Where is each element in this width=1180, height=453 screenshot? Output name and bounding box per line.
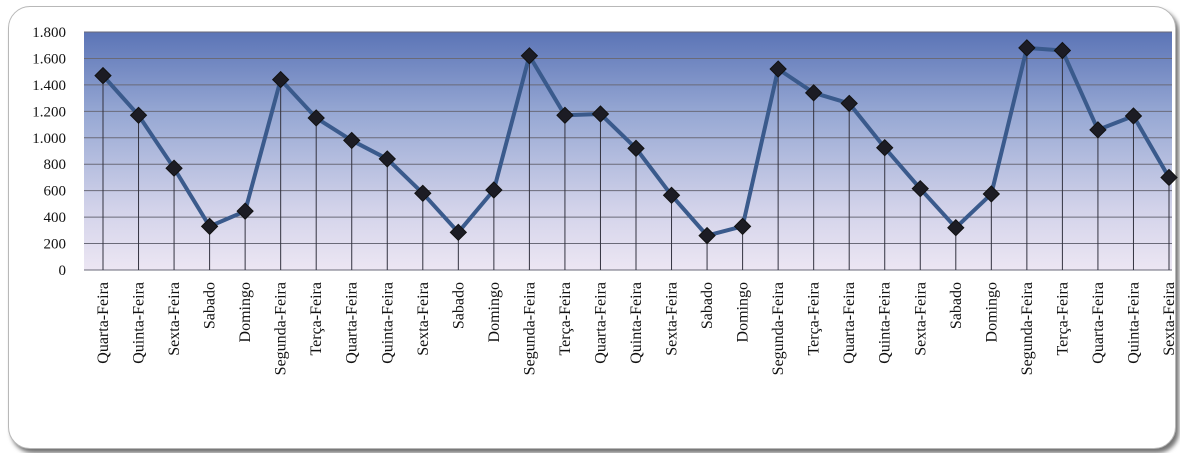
plot-area bbox=[84, 32, 1172, 270]
data-point-marker bbox=[591, 105, 610, 123]
y-tick-label: 0 bbox=[59, 263, 67, 279]
data-point-marker bbox=[947, 218, 965, 237]
x-tick-label: Quarta-Feira bbox=[344, 282, 361, 364]
y-tick-label: 1.600 bbox=[32, 51, 66, 67]
x-tick-label: Domingo bbox=[735, 282, 752, 342]
data-point-marker bbox=[982, 185, 1001, 203]
data-point-marker bbox=[414, 184, 432, 203]
x-tick-label: Quinta-Feira bbox=[1125, 282, 1142, 364]
x-axis: Quarta-Feira Quinta-Feira Sexta-Feira Sabad… bbox=[95, 282, 1178, 375]
data-point-marker bbox=[200, 217, 219, 236]
gridlines bbox=[84, 31, 1172, 271]
data-point-marker bbox=[556, 106, 574, 125]
x-tick-label: Domingo bbox=[237, 282, 254, 342]
x-tick-label: Quarta-Feira bbox=[592, 282, 609, 364]
series-line bbox=[94, 39, 1178, 245]
data-point-marker bbox=[165, 159, 183, 177]
data-point-marker bbox=[662, 186, 681, 205]
data-point-marker bbox=[236, 202, 254, 220]
x-tick-label: Segunda-Feira bbox=[770, 282, 787, 375]
x-tick-label: Segunda-Feira bbox=[521, 282, 538, 375]
x-tick-label: Quarta-Feira bbox=[841, 282, 858, 364]
y-tick-label: 200 bbox=[44, 237, 67, 253]
y-tick-label: 1.200 bbox=[32, 104, 66, 120]
x-tick-label: Sexta-Feira bbox=[912, 282, 929, 356]
data-point-marker bbox=[449, 223, 468, 242]
data-point-marker bbox=[520, 47, 539, 65]
y-tick-label: 1.000 bbox=[32, 131, 66, 147]
x-tick-label: Sexta-Feira bbox=[415, 282, 432, 356]
y-axis: 0 200 400 600 800 1.000 1.200 1.400 1.600 1.800 bbox=[32, 25, 66, 279]
y-tick-label: 1.800 bbox=[32, 25, 66, 41]
x-tick-label: Sabado bbox=[202, 282, 219, 329]
data-point-marker bbox=[307, 109, 325, 127]
y-tick-label: 800 bbox=[44, 157, 67, 173]
x-tick-label: Sexta-Feira bbox=[664, 282, 681, 356]
x-tick-label: Domingo bbox=[486, 282, 503, 342]
data-point-marker bbox=[840, 94, 858, 113]
data-point-marker bbox=[129, 106, 148, 125]
x-tick-label: Domingo bbox=[983, 282, 1000, 342]
data-point-marker bbox=[698, 226, 716, 245]
x-tick-label: Quarta-Feira bbox=[1090, 282, 1107, 364]
x-tick-label: Sexta-Feira bbox=[166, 282, 183, 356]
x-tick-label: Terça-Feira bbox=[1054, 282, 1071, 356]
data-point-marker bbox=[94, 66, 112, 85]
x-tick-label: Sabado bbox=[948, 282, 965, 329]
data-point-marker bbox=[485, 181, 503, 199]
x-tick-label: Quarta-Feira bbox=[95, 282, 112, 364]
x-tick-label: Segunda-Feira bbox=[273, 282, 290, 375]
data-point-marker bbox=[1053, 41, 1072, 60]
data-point-marker bbox=[627, 139, 645, 158]
x-tick-label: Segunda-Feira bbox=[1019, 282, 1036, 375]
data-point-marker bbox=[1089, 121, 1107, 139]
data-point-marker bbox=[1124, 107, 1143, 125]
x-tick-label: Terça-Feira bbox=[806, 282, 823, 356]
drop-lines bbox=[102, 47, 1170, 270]
data-point-marker bbox=[733, 217, 752, 236]
data-point-marker bbox=[271, 70, 290, 89]
data-point-marker bbox=[1018, 39, 1036, 57]
x-tick-label: Quinta-Feira bbox=[379, 282, 396, 364]
y-tick-label: 1.400 bbox=[32, 78, 66, 94]
x-tick-label: Sabado bbox=[450, 282, 467, 329]
x-tick-label: Terça-Feira bbox=[308, 282, 325, 356]
y-tick-label: 600 bbox=[44, 184, 67, 200]
x-tick-label: Quinta-Feira bbox=[877, 282, 894, 364]
x-tick-label: Quinta-Feira bbox=[131, 282, 148, 364]
x-tick-label: Quinta-Feira bbox=[628, 282, 645, 364]
data-point-marker bbox=[343, 131, 361, 150]
x-tick-label: Sexta-Feira bbox=[1161, 282, 1178, 356]
data-point-marker bbox=[769, 60, 787, 78]
x-tick-label: Terça-Feira bbox=[557, 282, 574, 356]
data-point-marker bbox=[378, 150, 396, 168]
x-tick-label: Sabado bbox=[699, 282, 716, 329]
data-point-marker bbox=[876, 138, 894, 157]
data-point-marker bbox=[1160, 168, 1178, 187]
data-point-marker bbox=[911, 179, 929, 198]
data-point-marker bbox=[804, 84, 823, 102]
y-tick-label: 400 bbox=[44, 210, 67, 226]
